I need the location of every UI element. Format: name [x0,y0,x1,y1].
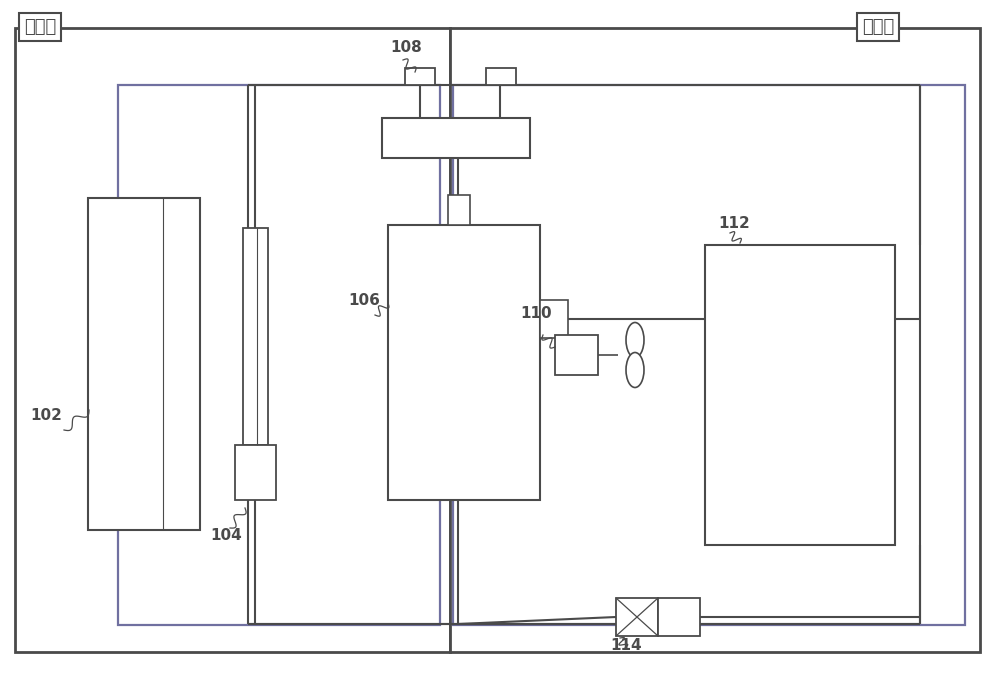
Bar [540,300,568,338]
Text: 110: 110 [520,306,552,321]
Bar [235,445,276,500]
Ellipse shape [626,353,644,388]
Bar [15,28,450,652]
Text: 室外机: 室外机 [862,18,894,36]
Text: 108: 108 [390,40,422,55]
Bar [705,245,895,545]
Text: 114: 114 [610,638,642,653]
Bar [658,598,700,636]
Bar [486,68,516,85]
Text: 112: 112 [718,216,750,231]
Bar [405,68,435,85]
Bar [448,195,470,225]
Text: 106: 106 [348,293,380,308]
Bar [243,228,268,445]
Ellipse shape [626,322,644,357]
Text: 102: 102 [30,408,62,423]
Bar [450,28,980,652]
Bar [118,85,440,625]
Bar [88,198,200,530]
Text: 室内机: 室内机 [24,18,56,36]
Bar [555,335,598,375]
Text: 104: 104 [210,528,242,543]
Bar [616,598,658,636]
Bar [382,118,530,158]
Bar [388,225,540,500]
Bar [453,85,965,625]
